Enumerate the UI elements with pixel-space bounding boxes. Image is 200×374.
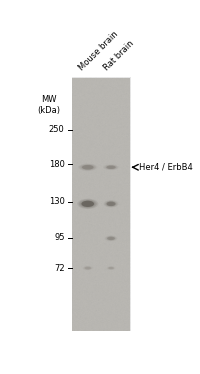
Ellipse shape	[109, 267, 113, 269]
Ellipse shape	[81, 165, 95, 170]
Text: 95: 95	[54, 233, 65, 242]
Ellipse shape	[109, 203, 113, 205]
Ellipse shape	[85, 267, 90, 269]
Text: 72: 72	[54, 264, 65, 273]
Ellipse shape	[108, 166, 114, 169]
Ellipse shape	[82, 266, 93, 270]
Ellipse shape	[104, 200, 118, 208]
Ellipse shape	[77, 199, 98, 209]
Ellipse shape	[107, 266, 115, 270]
Ellipse shape	[86, 267, 89, 269]
Ellipse shape	[79, 199, 97, 208]
Ellipse shape	[105, 165, 117, 169]
Ellipse shape	[108, 202, 114, 205]
Ellipse shape	[104, 165, 118, 170]
Ellipse shape	[109, 166, 113, 168]
Ellipse shape	[85, 166, 91, 168]
Ellipse shape	[81, 201, 94, 207]
Ellipse shape	[83, 266, 92, 270]
Ellipse shape	[83, 202, 92, 206]
Ellipse shape	[85, 202, 91, 205]
Ellipse shape	[106, 266, 116, 270]
Ellipse shape	[80, 164, 96, 171]
Text: 180: 180	[49, 160, 65, 169]
Ellipse shape	[107, 202, 115, 206]
Ellipse shape	[82, 201, 94, 207]
Ellipse shape	[106, 166, 116, 169]
Ellipse shape	[82, 165, 94, 169]
Text: Mouse brain: Mouse brain	[77, 29, 120, 72]
Ellipse shape	[106, 201, 116, 206]
Text: Rat brain: Rat brain	[102, 39, 135, 72]
Ellipse shape	[105, 236, 118, 241]
Ellipse shape	[109, 237, 113, 239]
Ellipse shape	[85, 267, 91, 269]
Ellipse shape	[108, 267, 114, 269]
Ellipse shape	[107, 237, 115, 240]
Ellipse shape	[80, 200, 95, 208]
Ellipse shape	[107, 166, 116, 169]
Ellipse shape	[105, 236, 117, 241]
Text: Her4 / ErbB4: Her4 / ErbB4	[139, 163, 193, 172]
Ellipse shape	[84, 266, 92, 270]
Text: 250: 250	[49, 125, 65, 134]
Ellipse shape	[107, 202, 115, 206]
Ellipse shape	[106, 236, 116, 240]
Ellipse shape	[82, 165, 93, 169]
Text: 130: 130	[49, 197, 65, 206]
Ellipse shape	[108, 267, 114, 270]
Ellipse shape	[107, 237, 115, 240]
Ellipse shape	[108, 267, 114, 269]
Ellipse shape	[85, 267, 91, 269]
Ellipse shape	[84, 166, 92, 169]
Text: MW
(kDa): MW (kDa)	[38, 95, 61, 115]
Ellipse shape	[105, 200, 117, 207]
Ellipse shape	[78, 163, 97, 171]
Ellipse shape	[108, 237, 114, 240]
Ellipse shape	[103, 165, 119, 170]
Bar	[72, 78, 130, 331]
Ellipse shape	[110, 267, 112, 269]
